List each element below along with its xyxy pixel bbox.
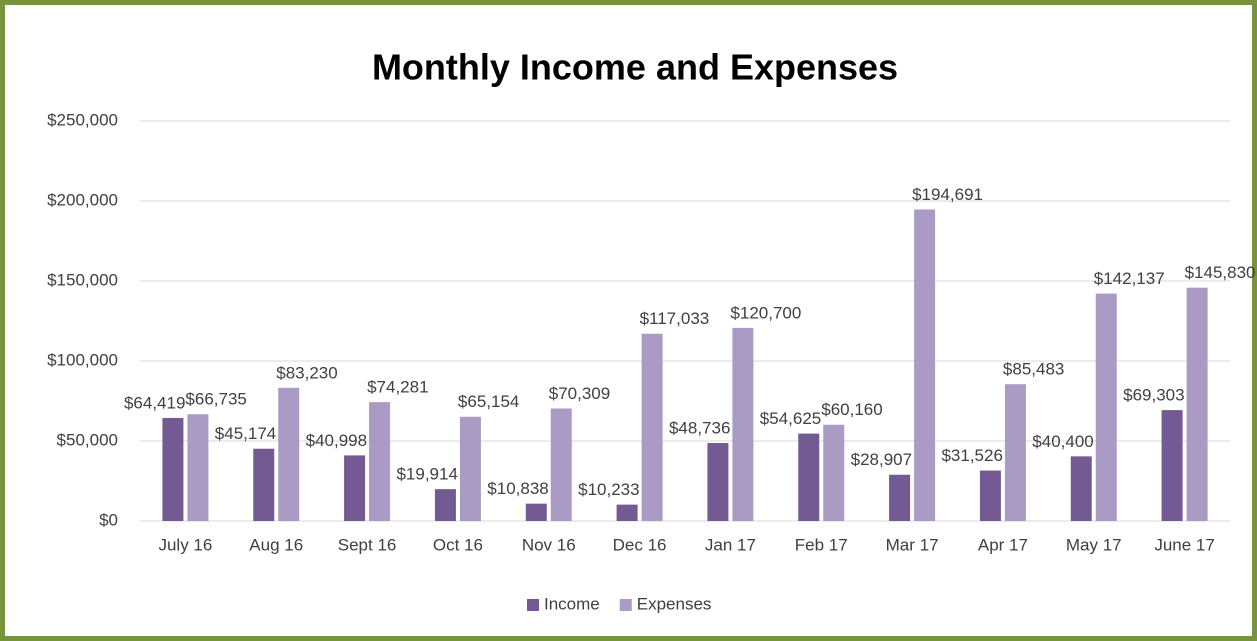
data-label: $28,907 xyxy=(851,450,912,469)
y-tick-label: $150,000 xyxy=(47,270,118,289)
data-label: $54,625 xyxy=(760,409,821,428)
bar xyxy=(616,504,638,521)
chart-title: Monthly Income and Expenses xyxy=(372,47,898,88)
x-tick-label: July 16 xyxy=(158,535,212,554)
bar xyxy=(823,424,845,521)
data-label: $40,400 xyxy=(1032,432,1093,451)
data-label: $60,160 xyxy=(821,400,882,419)
bar xyxy=(914,209,936,522)
data-label: $64,419 xyxy=(124,393,185,412)
bar xyxy=(344,455,366,521)
x-tick-label: Oct 16 xyxy=(433,535,483,554)
bar xyxy=(434,489,456,521)
bar xyxy=(459,416,481,521)
bar xyxy=(707,443,729,521)
bar xyxy=(1095,293,1117,521)
legend-swatch xyxy=(527,599,539,611)
x-tick-label: Apr 17 xyxy=(978,535,1028,554)
legend-label: Income xyxy=(544,594,600,613)
y-tick-label: $0 xyxy=(99,510,118,529)
legend-swatch xyxy=(619,599,632,611)
data-label: $194,691 xyxy=(912,185,983,204)
data-label: $142,137 xyxy=(1094,269,1165,288)
data-label: $40,998 xyxy=(306,431,367,450)
bar xyxy=(1186,287,1208,521)
bar xyxy=(732,327,754,521)
x-tick-label: May 17 xyxy=(1066,535,1122,554)
x-tick-label: Dec 16 xyxy=(613,535,667,554)
bar xyxy=(278,387,300,521)
x-tick-label: Jan 17 xyxy=(705,535,756,554)
data-label: $83,230 xyxy=(276,363,337,382)
bar xyxy=(641,333,663,521)
y-tick-label: $200,000 xyxy=(47,190,118,209)
data-label: $74,281 xyxy=(367,378,428,397)
bar xyxy=(525,503,547,521)
data-label: $31,526 xyxy=(941,446,1002,465)
bar xyxy=(1161,410,1183,521)
data-label: $65,154 xyxy=(458,392,519,411)
x-tick-label: Feb 17 xyxy=(795,535,848,554)
data-label: $120,700 xyxy=(730,303,801,322)
bar xyxy=(979,470,1001,521)
bar xyxy=(162,417,184,521)
data-label: $19,914 xyxy=(396,465,457,484)
y-tick-label: $50,000 xyxy=(57,430,118,449)
bar xyxy=(550,408,572,521)
bar xyxy=(1004,384,1026,521)
legend-label: Expenses xyxy=(637,594,712,613)
bar xyxy=(1070,456,1092,521)
y-tick-label: $100,000 xyxy=(47,350,118,369)
y-tick-label: $250,000 xyxy=(47,110,118,129)
data-label: $117,033 xyxy=(640,309,710,328)
x-tick-label: Aug 16 xyxy=(249,535,303,554)
x-tick-label: Sept 16 xyxy=(338,535,397,554)
data-label: $10,233 xyxy=(578,480,639,499)
bar xyxy=(187,414,209,521)
data-label: $10,838 xyxy=(487,479,548,498)
data-label: $48,736 xyxy=(669,419,730,438)
bar xyxy=(253,448,275,521)
data-label: $145,830 xyxy=(1185,263,1256,282)
x-tick-label: June 17 xyxy=(1154,535,1215,554)
data-label: $85,483 xyxy=(1003,360,1064,379)
data-label: $69,303 xyxy=(1123,386,1184,405)
bar xyxy=(369,402,391,521)
bar xyxy=(889,474,911,521)
data-label: $45,174 xyxy=(215,424,276,443)
x-tick-label: Nov 16 xyxy=(522,535,576,554)
x-tick-label: Mar 17 xyxy=(886,535,939,554)
bar xyxy=(798,433,820,521)
data-label: $66,735 xyxy=(185,390,246,409)
data-label: $70,309 xyxy=(549,384,610,403)
